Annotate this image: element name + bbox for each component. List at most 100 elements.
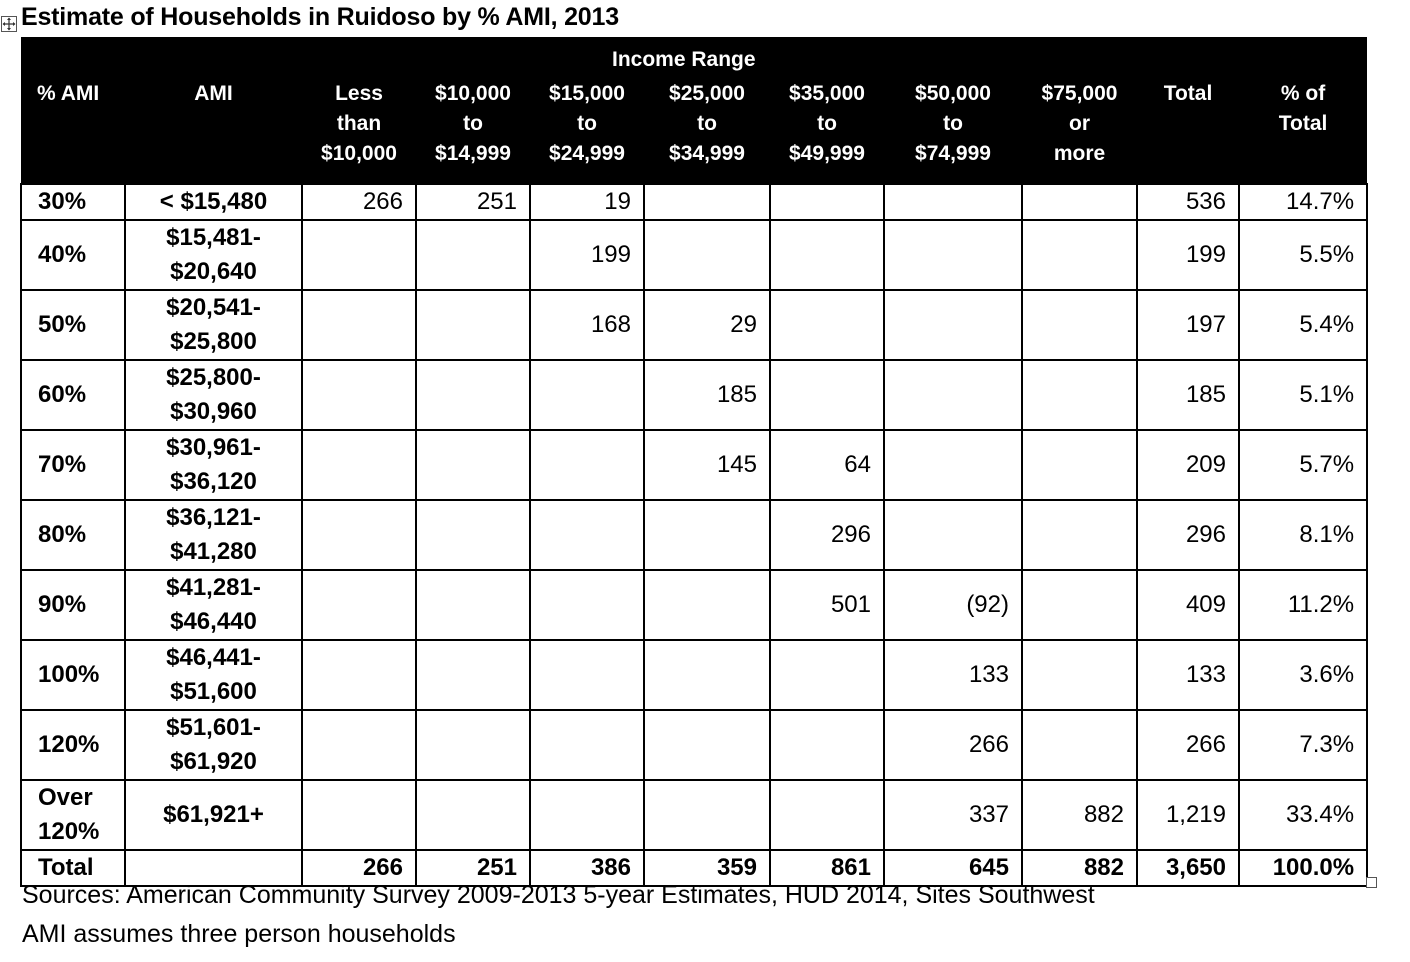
value-cell: 501 [769, 569, 885, 641]
value-cell [1021, 219, 1138, 291]
ami-range-cell: $15,481- $20,640 [124, 219, 303, 291]
value-cell [415, 779, 531, 851]
value-cell: 296 [1136, 499, 1240, 571]
cell-line: to [697, 112, 717, 135]
value-cell: 296 [769, 499, 885, 571]
value-cell [769, 359, 885, 431]
value-cell: 266 [883, 709, 1023, 781]
column-header-50k: $50,000 to $74,999 [884, 79, 1022, 184]
cell-line: to [463, 112, 483, 135]
value-cell [529, 709, 645, 781]
cell-line: $25,800 [170, 328, 257, 355]
cell-line: $25,800- [166, 364, 261, 391]
value-cell [415, 709, 531, 781]
total-ami-cell [124, 849, 303, 887]
value-cell: 5.7% [1237, 429, 1369, 501]
table-row: 60% $25,800- $30,960 185 185 5.1% [20, 359, 1369, 431]
table-footer: Total 266 251 386 359 861 645 882 3,650 100.0% [20, 849, 1369, 887]
cell-line: 120% [38, 818, 100, 845]
total-value-cell: 359 [643, 849, 771, 887]
value-cell [301, 219, 417, 291]
households-table: Income Range % AMI AMI Less than $10,000 $10,… [20, 37, 1369, 887]
value-cell [301, 289, 417, 361]
value-cell [1021, 289, 1138, 361]
value-cell [643, 569, 771, 641]
pct-ami-cell: 30% [20, 183, 126, 221]
cell-line: $74,999 [915, 142, 991, 165]
column-header-total: Total [1137, 79, 1239, 184]
value-cell: 3.6% [1237, 639, 1369, 711]
table-resize-handle-icon[interactable] [1366, 877, 1377, 888]
value-cell [883, 499, 1023, 571]
value-cell [643, 639, 771, 711]
cell-line: $30,960 [170, 398, 257, 425]
total-value-cell: 3,650 [1136, 849, 1240, 887]
cell-line: or [1069, 112, 1090, 135]
value-cell [883, 359, 1023, 431]
table-row: 30% < $15,480 266 251 19 536 14.7% [20, 183, 1369, 221]
value-cell [769, 219, 885, 291]
value-cell [769, 289, 885, 361]
cell-line: $36,121- [166, 504, 261, 531]
ami-range-cell: $20,541- $25,800 [124, 289, 303, 361]
column-header-row: % AMI AMI Less than $10,000 $10,000 to $14,999 $… [21, 79, 1368, 184]
total-value-cell: 100.0% [1237, 849, 1369, 887]
table-move-handle-icon[interactable] [1, 16, 17, 32]
cell-line: $20,541- [166, 294, 261, 321]
value-cell: 19 [529, 183, 645, 221]
value-cell [769, 183, 885, 221]
value-cell [643, 183, 771, 221]
value-cell: 7.3% [1237, 709, 1369, 781]
cell-line: $41,281- [166, 574, 261, 601]
total-value-cell: 645 [883, 849, 1023, 887]
value-cell [529, 429, 645, 501]
table-row: 70% $30,961- $36,120 145 64 209 5.7% [20, 429, 1369, 501]
value-cell: 5.1% [1237, 359, 1369, 431]
pct-ami-cell: 120% [20, 709, 126, 781]
value-cell: 199 [1136, 219, 1240, 291]
value-cell [1021, 569, 1138, 641]
sources-note: Sources: American Community Survey 2009-… [22, 876, 1095, 954]
ami-range-cell: $51,601- $61,920 [124, 709, 303, 781]
ami-range-cell: $46,441- $51,600 [124, 639, 303, 711]
column-header-15k: $15,000 to $24,999 [530, 79, 644, 184]
header-spacer [21, 37, 302, 79]
value-cell [1021, 499, 1138, 571]
value-cell [529, 499, 645, 571]
cell-line: $14,999 [435, 142, 511, 165]
value-cell [769, 709, 885, 781]
column-header-pct_total: % of Total [1239, 79, 1368, 184]
value-cell [529, 359, 645, 431]
total-value-cell: 882 [1021, 849, 1138, 887]
cell-line: $49,999 [789, 142, 865, 165]
value-cell [415, 569, 531, 641]
total-row: Total 266 251 386 359 861 645 882 3,650 100.0% [20, 849, 1369, 887]
value-cell: 266 [301, 183, 417, 221]
value-cell: 168 [529, 289, 645, 361]
value-cell [301, 569, 417, 641]
value-cell [415, 289, 531, 361]
table-row: 40% $15,481- $20,640 199 199 5.5% [20, 219, 1369, 291]
cell-line: $51,600 [170, 678, 257, 705]
pct-ami-cell: 90% [20, 569, 126, 641]
cell-line: $41,280 [170, 538, 257, 565]
total-value-cell: 251 [415, 849, 531, 887]
value-cell [769, 639, 885, 711]
pct-ami-cell: 40% [20, 219, 126, 291]
value-cell [529, 779, 645, 851]
cell-line: $20,640 [170, 258, 257, 285]
value-cell [301, 359, 417, 431]
pct-ami-cell: 80% [20, 499, 126, 571]
cell-line: more [1053, 142, 1106, 165]
cell-line: than [336, 112, 382, 135]
value-cell: 5.4% [1237, 289, 1369, 361]
value-cell [301, 499, 417, 571]
value-cell: 251 [415, 183, 531, 221]
value-cell [301, 779, 417, 851]
cell-line: $10,000 [435, 82, 511, 105]
cell-line: % AMI [37, 82, 100, 105]
value-cell [883, 289, 1023, 361]
table-row: 120% $51,601- $61,920 266 266 7.3% [20, 709, 1369, 781]
cell-line: $15,481- [166, 224, 261, 251]
value-cell [1021, 359, 1138, 431]
